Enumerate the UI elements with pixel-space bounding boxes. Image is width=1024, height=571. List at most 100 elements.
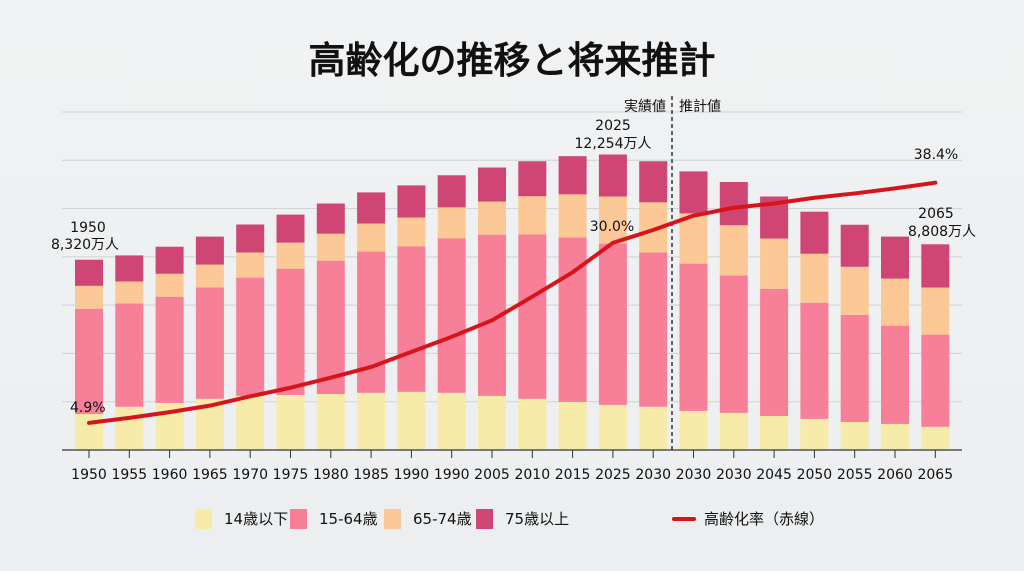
x-tick-label: 1950 bbox=[71, 467, 107, 483]
bar-segment-under-14 bbox=[276, 394, 305, 450]
bar-segment-15-64 bbox=[518, 234, 547, 399]
bar-segment-75-plus bbox=[881, 236, 909, 279]
legend-label: 65-74歳 bbox=[413, 510, 472, 528]
bar-segment-75-plus bbox=[276, 214, 305, 243]
bar-segment-65-74 bbox=[881, 278, 909, 326]
annotation-end-total: 8,808万人 bbox=[908, 224, 976, 240]
bar-segment-15-64 bbox=[155, 296, 184, 403]
legend-line-swatch bbox=[672, 516, 696, 521]
bar-segment-under-14 bbox=[719, 412, 748, 450]
bar-segment-15-64 bbox=[75, 308, 103, 415]
x-tick-label: 1970 bbox=[232, 467, 268, 483]
bar-segment-under-14 bbox=[881, 423, 909, 450]
legend-swatch bbox=[290, 508, 307, 529]
bar-segment-75-plus bbox=[840, 224, 869, 267]
x-tick-label: 1985 bbox=[353, 467, 389, 483]
legend-item-75-plus: 75歳以上 bbox=[476, 508, 569, 529]
bar-segment-under-14 bbox=[598, 404, 627, 450]
aging-rate-line bbox=[87, 180, 938, 425]
bar-segment-75-plus bbox=[75, 259, 103, 286]
bar-segment-under-14 bbox=[679, 410, 708, 450]
bar-segment-15-64 bbox=[921, 334, 950, 427]
bar-segment-65-74 bbox=[316, 233, 345, 261]
x-tick-label: 2015 bbox=[555, 467, 591, 483]
x-tick-label: 2030 bbox=[635, 467, 671, 483]
x-tick-label: 2045 bbox=[756, 467, 792, 483]
bar-segment-under-14 bbox=[639, 406, 668, 450]
bar-segment-75-plus bbox=[115, 255, 144, 282]
bar-segment-65-74 bbox=[518, 196, 547, 235]
x-tick-label: 2050 bbox=[797, 467, 833, 483]
x-tick-label: 2025 bbox=[595, 467, 631, 483]
chart-title: 高齢化の推移と将来推計 bbox=[309, 39, 716, 82]
bar-segment-under-14 bbox=[115, 406, 144, 450]
legend-swatch bbox=[476, 508, 493, 529]
annotation-peak-rate: 30.0% bbox=[590, 219, 634, 235]
bar-segment-15-64 bbox=[800, 302, 829, 419]
bar-segment-15-64 bbox=[760, 288, 789, 416]
x-tick-label: 1990 bbox=[394, 467, 430, 483]
x-axis-ticks: 1950 1955 1960 1965 1970 1975 1980 1985 1990 1990… bbox=[71, 450, 953, 483]
bar-segment-15-64 bbox=[316, 260, 345, 394]
annotation-start-rate: 4.9% bbox=[70, 400, 106, 416]
x-tick-label: 1990 bbox=[434, 467, 470, 483]
bar-segment-under-14 bbox=[840, 421, 869, 450]
x-tick-label: 2060 bbox=[877, 467, 913, 483]
bar-segment-75-plus bbox=[316, 203, 345, 234]
bar-segment-75-plus bbox=[478, 167, 506, 202]
bar-segment-65-74 bbox=[760, 238, 789, 289]
bar-segment-15-64 bbox=[840, 314, 869, 422]
bar-segment-under-14 bbox=[357, 392, 386, 450]
annotation-peak-total: 12,254万人 bbox=[575, 136, 652, 152]
x-tick-label: 2005 bbox=[474, 467, 510, 483]
legend-swatch bbox=[384, 508, 401, 529]
bar-segment-65-74 bbox=[840, 266, 869, 315]
bar-segment-75-plus bbox=[719, 182, 748, 226]
legend-item-aging-rate: 高齢化率（赤線） bbox=[672, 508, 824, 529]
legend-label: 高齢化率（赤線） bbox=[704, 510, 825, 528]
bar-segment-65-74 bbox=[800, 253, 829, 303]
annotation-peak-year: 2025 bbox=[595, 118, 631, 134]
bar-segment-65-74 bbox=[921, 287, 950, 335]
x-tick-label: 2010 bbox=[514, 467, 550, 483]
legend-swatch bbox=[195, 508, 212, 529]
bar-segment-under-14 bbox=[760, 415, 789, 450]
bar-segment-75-plus bbox=[357, 192, 386, 224]
bar-segment-15-64 bbox=[276, 268, 305, 395]
actual-values-label: 実績値 bbox=[624, 99, 666, 115]
bar-segment-65-74 bbox=[558, 194, 587, 238]
bar-segment-under-14 bbox=[558, 401, 587, 450]
bar-segment-under-14 bbox=[316, 393, 345, 450]
bar-segment-75-plus bbox=[195, 236, 224, 265]
bar-segment-65-74 bbox=[437, 207, 466, 239]
bar-segment-under-14 bbox=[75, 414, 103, 450]
bar-segment-75-plus bbox=[437, 175, 466, 208]
bar-segment-65-74 bbox=[155, 273, 184, 297]
legend-label: 75歳以上 bbox=[505, 510, 570, 528]
bar-segment-65-74 bbox=[276, 242, 305, 269]
annotation-end-rate: 38.4% bbox=[914, 147, 958, 163]
x-tick-label: 1980 bbox=[313, 467, 349, 483]
bar-segment-under-14 bbox=[478, 395, 506, 450]
bar-segment-under-14 bbox=[397, 391, 426, 450]
bar-segment-75-plus bbox=[639, 161, 668, 203]
bar-segment-under-14 bbox=[437, 392, 466, 450]
x-tick-label: 1960 bbox=[152, 467, 188, 483]
bars bbox=[75, 154, 950, 450]
bar-segment-15-64 bbox=[236, 277, 265, 396]
bar-segment-under-14 bbox=[800, 418, 829, 450]
bar-segment-65-74 bbox=[397, 217, 426, 247]
x-tick-label: 1975 bbox=[273, 467, 309, 483]
bar-segment-65-74 bbox=[236, 252, 265, 278]
bar-segment-15-64 bbox=[881, 325, 909, 424]
bar-segment-75-plus bbox=[679, 171, 708, 214]
bar-segment-75-plus bbox=[598, 154, 627, 197]
bar-segment-15-64 bbox=[719, 275, 748, 413]
bar-segment-75-plus bbox=[155, 246, 184, 274]
x-tick-label: 2065 bbox=[917, 467, 953, 483]
bar-segment-under-14 bbox=[236, 395, 265, 450]
bar-segment-65-74 bbox=[719, 225, 748, 276]
legend: 14歳以下 15-64歳 65-74歳 75歳以上 高齢化率（赤線） bbox=[0, 508, 1024, 536]
bar-segment-15-64 bbox=[195, 287, 224, 399]
